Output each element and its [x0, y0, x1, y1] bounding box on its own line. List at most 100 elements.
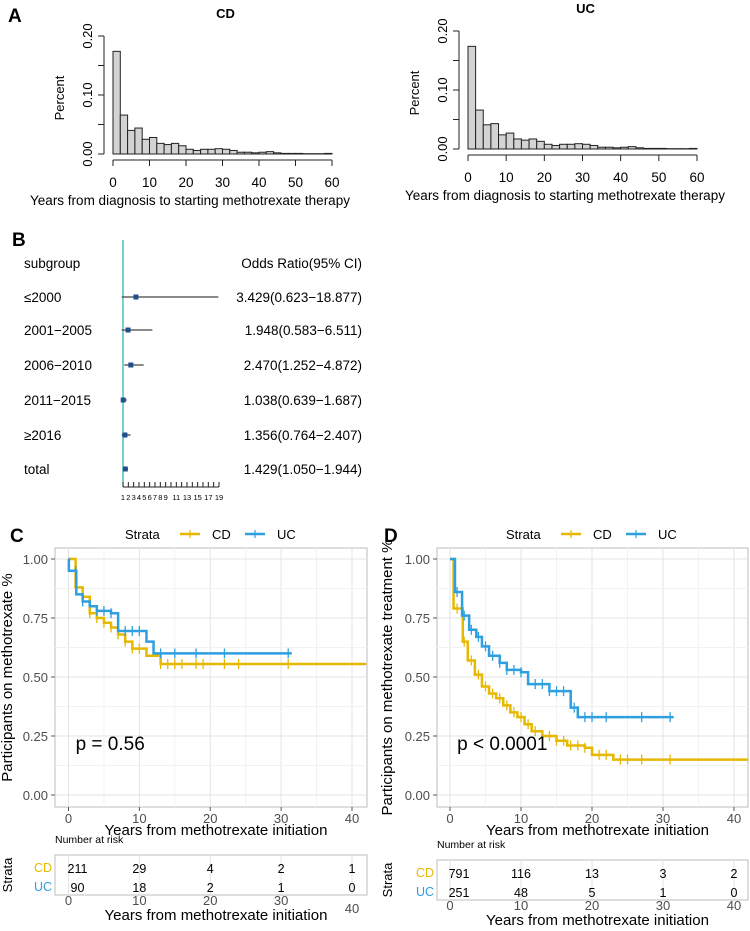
forest-row-value: 3.429(0.623−18.877) — [236, 290, 362, 305]
x-tick-label: 30 — [274, 811, 288, 826]
forest-row-label: total — [24, 462, 50, 477]
histogram-bar — [258, 151, 267, 155]
histogram-bar — [287, 152, 297, 155]
y-tick-label: 0.00 — [23, 788, 48, 803]
risk-count: 0 — [349, 881, 356, 895]
risk-table-x-tick-label: 40 — [727, 898, 741, 913]
histogram-bar — [149, 136, 158, 155]
forest-plot: subgroup Odds Ratio(95% CI) ≤2000 3.429(0.6… — [24, 240, 362, 502]
x-tick-label: 13 — [183, 493, 191, 502]
x-tick-label: 20 — [537, 170, 552, 185]
risk-table-x-tick-label: 10 — [514, 898, 528, 913]
histogram-bar — [604, 146, 614, 150]
x-tick-label: 10 — [132, 811, 146, 826]
histogram-bar — [475, 109, 484, 150]
histogram-bar — [265, 151, 275, 155]
y-axis-label: Participants on methotrexate % — [0, 573, 16, 781]
risk-table-x-tick-label: 0 — [65, 893, 72, 908]
risk-count: 251 — [449, 886, 470, 900]
histogram-bar — [185, 148, 194, 155]
histogram-bar — [222, 148, 231, 155]
forest-header-subgroup: subgroup — [24, 256, 80, 271]
forest-row-label: ≤2000 — [24, 290, 61, 305]
x-tick-label: 40 — [345, 811, 359, 826]
y-tick-label: 0.75 — [405, 611, 430, 626]
x-tick-label: 20 — [178, 175, 193, 190]
histogram-uc: UC 0.00 0.10 0.20 Percent 0 10 20 30 40 50 60 Years … — [405, 1, 725, 203]
risk-table-row-label: UC — [34, 880, 52, 894]
histogram-bar — [243, 151, 253, 155]
risk-count: 2 — [207, 881, 214, 895]
legend-title: Strata — [506, 527, 541, 542]
x-tick-label: 7 — [153, 493, 157, 502]
risk-count: 1 — [349, 862, 356, 876]
legend-title: Strata — [125, 527, 160, 542]
y-tick-label: 0.00 — [405, 788, 430, 803]
x-tick-label: 50 — [288, 175, 303, 190]
risk-count: 0 — [731, 886, 738, 900]
histogram-bar — [543, 143, 553, 150]
survival-plot-3: Strata CD UC0.000.250.500.751.000 10 20 30 40Y… — [0, 527, 368, 924]
risk-count: 116 — [511, 867, 531, 881]
x-tick-label: 60 — [689, 170, 704, 185]
x-tick-label: 6 — [148, 493, 152, 502]
histogram-bar — [520, 139, 530, 150]
y-tick-label: 0.50 — [23, 670, 48, 685]
risk-count: 18 — [132, 881, 146, 895]
risk-table-x-axis-label: Years from methotrexate initiation — [486, 912, 709, 929]
histogram-bar — [582, 143, 591, 150]
risk-table-title: Number at risk — [437, 839, 506, 851]
y-tick-label: 0.50 — [405, 670, 430, 685]
risk-count: 3 — [660, 867, 667, 881]
histogram-bar — [200, 148, 209, 155]
histogram-bar — [643, 147, 652, 150]
histogram-cd: CD 0.00 0.10 0.20 Percent 0 10 20 30 40 50 60 Years … — [30, 6, 350, 208]
risk-table-x-tick-label: 0 — [446, 898, 453, 913]
panel-label-b: B — [12, 230, 26, 251]
risk-table-x-tick-label: 20 — [203, 893, 217, 908]
legend-label-cd: CD — [593, 527, 612, 542]
histogram-bar — [559, 143, 568, 150]
histogram-bar — [620, 146, 629, 150]
histogram-bar — [163, 144, 172, 155]
y-tick-label: 0.00 — [435, 136, 450, 161]
x-tick-label: 10 — [142, 175, 157, 190]
x-tick-label: 9 — [164, 493, 168, 502]
x-tick-label: 19 — [215, 493, 223, 502]
histogram-bar — [612, 147, 622, 150]
histogram-bar — [566, 143, 576, 150]
y-tick-label: 1.00 — [23, 552, 48, 567]
survival-plot-4: Strata CD UC0.000.250.500.751.000 10 20 30 40Y… — [379, 527, 749, 929]
histogram-bar — [134, 127, 143, 155]
histogram-bar — [141, 138, 150, 155]
risk-table-x-tick-label: 30 — [274, 893, 288, 908]
risk-count: 5 — [589, 886, 596, 900]
forest-row-value: 1.429(1.050−1.944) — [244, 462, 362, 477]
risk-count: 48 — [514, 886, 528, 900]
histogram-bar — [482, 124, 492, 150]
x-tick-label: 0 — [446, 811, 453, 826]
x-tick-label: 0 — [109, 175, 117, 190]
histogram-bar — [119, 114, 129, 155]
histogram-bar — [295, 152, 304, 155]
histogram-title: CD — [216, 6, 235, 21]
risk-count: 2 — [731, 867, 738, 881]
legend-label-cd: CD — [212, 527, 231, 542]
y-axis-label: Participants on methotrexate treatment % — [379, 540, 396, 816]
x-tick-label: 20 — [203, 811, 217, 826]
x-axis-label: Years from diagnosis to starting methotr… — [30, 193, 350, 208]
forest-header-odds-ratio: Odds Ratio(95% CI) — [241, 256, 362, 271]
histogram-bar — [273, 152, 282, 155]
odds-ratio-point — [133, 294, 139, 300]
x-tick-label: 1 — [121, 493, 125, 502]
forest-row-value: 1.038(0.639−1.687) — [244, 393, 362, 408]
risk-table-x-tick-label: 20 — [585, 898, 599, 913]
y-tick-label: 0.20 — [435, 18, 450, 43]
y-tick-label: 0.20 — [80, 23, 95, 48]
risk-table-x-tick-label: 10 — [132, 893, 146, 908]
panel-label-c: C — [10, 526, 24, 547]
x-tick-label: 50 — [651, 170, 666, 185]
y-tick-label: 0.10 — [80, 82, 95, 107]
histogram-bar — [650, 147, 660, 150]
